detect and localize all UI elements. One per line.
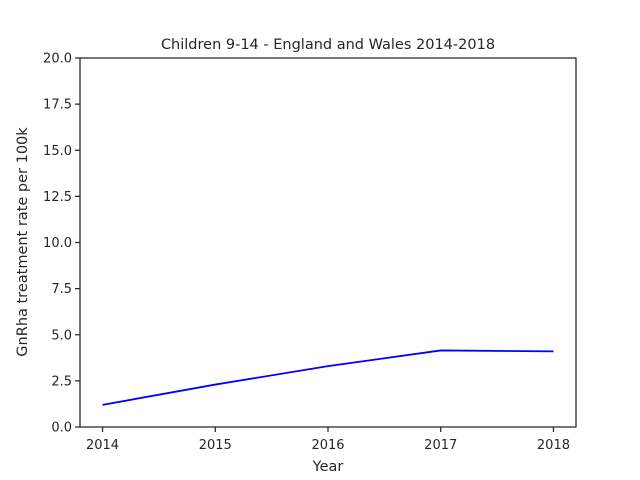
x-tick-label: 2018 bbox=[537, 438, 570, 453]
x-axis-label: Year bbox=[312, 459, 344, 475]
y-tick-label: 17.5 bbox=[43, 98, 72, 113]
y-axis-label: GnRha treatment rate per 100k bbox=[15, 127, 31, 357]
y-tick-label: 12.5 bbox=[43, 190, 72, 205]
x-tick-label: 2015 bbox=[199, 438, 232, 453]
y-axis-ticks: 0.0 2.5 5.0 7.5 10.0 12.5 15.0 17.5 20.0 bbox=[43, 52, 80, 436]
y-tick-label: 20.0 bbox=[43, 52, 72, 67]
x-tick-label: 2017 bbox=[424, 438, 457, 453]
series-line bbox=[102, 349, 554, 406]
y-tick-label: 10.0 bbox=[43, 236, 72, 251]
chart-title: Children 9-14 - England and Wales 2014-2… bbox=[161, 37, 495, 53]
x-tick-label: 2014 bbox=[86, 438, 119, 453]
x-axis-ticks: 2014 2015 2016 2017 2018 bbox=[86, 427, 570, 453]
axes-frame bbox=[79, 57, 577, 428]
series-layer bbox=[102, 349, 554, 406]
y-tick-label: 2.5 bbox=[51, 374, 72, 389]
y-tick-label: 0.0 bbox=[51, 421, 72, 436]
y-tick-label: 7.5 bbox=[51, 282, 72, 297]
x-tick-label: 2016 bbox=[311, 438, 344, 453]
y-tick-label: 5.0 bbox=[51, 328, 72, 343]
y-tick-label: 15.0 bbox=[43, 144, 72, 159]
